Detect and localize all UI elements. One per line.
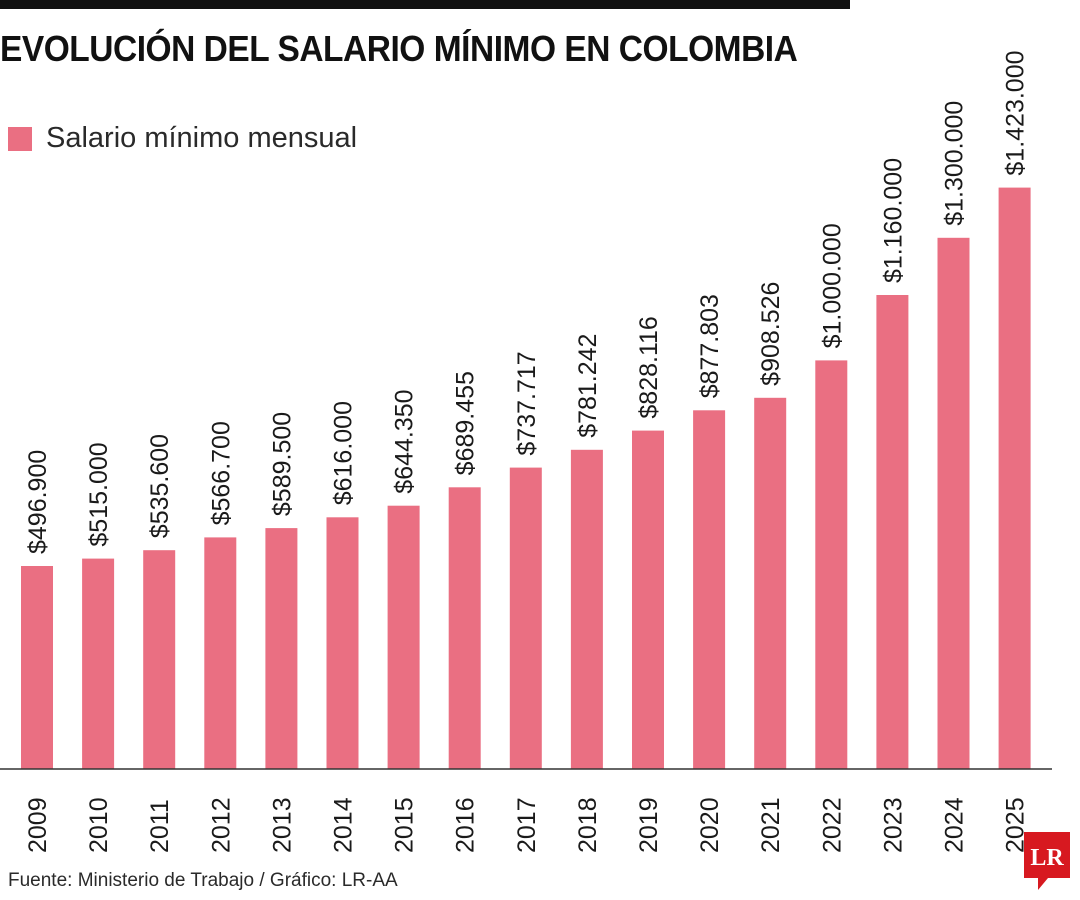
value-label-2016: $689.455 [452, 371, 480, 475]
value-label-2017: $737.717 [513, 351, 541, 455]
value-label-2022: $1.000.000 [818, 223, 846, 348]
bar-2024 [937, 237, 970, 770]
bar-2015 [387, 505, 420, 769]
year-label-2023: 2023 [879, 797, 907, 853]
bar-2009 [21, 566, 53, 769]
legend-label: Salario mínimo mensual [46, 122, 358, 154]
year-label-2009: 2009 [24, 797, 52, 853]
year-label-2013: 2013 [268, 797, 296, 853]
legend-swatch [8, 126, 32, 151]
value-label-2020: $877.803 [696, 294, 724, 398]
value-label-2018: $781.242 [574, 334, 602, 438]
bar-2011 [143, 550, 176, 769]
year-label-2014: 2014 [330, 797, 358, 853]
value-label-2011: $535.600 [146, 434, 174, 538]
legend: Salario mínimo mensual [8, 122, 357, 155]
bar-2013 [265, 528, 298, 769]
value-label-2024: $1.300.000 [941, 101, 969, 226]
bar-2014 [326, 517, 359, 769]
bar-2018 [570, 449, 603, 769]
value-label-2014: $616.000 [330, 401, 358, 505]
source-note: Fuente: Ministerio de Trabajo / Gráfico:… [8, 870, 398, 891]
year-label-2012: 2012 [207, 797, 235, 853]
top-rule [0, 0, 850, 9]
value-label-2010: $515.000 [85, 442, 113, 546]
bar-2017 [509, 467, 542, 769]
year-label-2024: 2024 [941, 797, 969, 853]
value-label-2012: $566.700 [207, 421, 235, 525]
year-label-2011: 2011 [146, 799, 174, 853]
year-label-2019: 2019 [635, 797, 663, 853]
value-label-2009: $496.900 [24, 450, 52, 554]
lr-logo: LR [1024, 832, 1070, 890]
year-label-2017: 2017 [513, 797, 541, 853]
year-label-2018: 2018 [574, 797, 602, 853]
bar-2010 [82, 558, 115, 769]
value-label-2019: $828.116 [635, 316, 663, 418]
bar-2012 [204, 537, 237, 769]
year-label-2015: 2015 [391, 797, 419, 853]
bar-2021 [754, 397, 787, 769]
value-label-2015: $644.350 [391, 389, 419, 493]
bar-2022 [815, 360, 848, 769]
chart-title: EVOLUCIÓN DEL SALARIO MÍNIMO EN COLOMBIA [0, 28, 798, 69]
bar-2019 [632, 430, 664, 769]
year-label-2020: 2020 [696, 797, 724, 853]
value-label-2013: $589.500 [268, 412, 296, 516]
year-label-2022: 2022 [818, 797, 846, 853]
bar-2023 [876, 295, 909, 769]
bar-2025 [998, 187, 1031, 770]
year-label-2021: 2021 [757, 797, 785, 853]
year-label-2010: 2010 [85, 797, 113, 853]
value-label-2023: $1.160.000 [879, 158, 907, 283]
value-label-2025: $1.423.000 [1002, 50, 1030, 175]
value-label-2021: $908.526 [757, 282, 785, 386]
logo-text: LR [1030, 845, 1064, 871]
year-label-2016: 2016 [452, 797, 480, 853]
bar-2016 [448, 487, 481, 769]
bar-2020 [693, 410, 726, 769]
